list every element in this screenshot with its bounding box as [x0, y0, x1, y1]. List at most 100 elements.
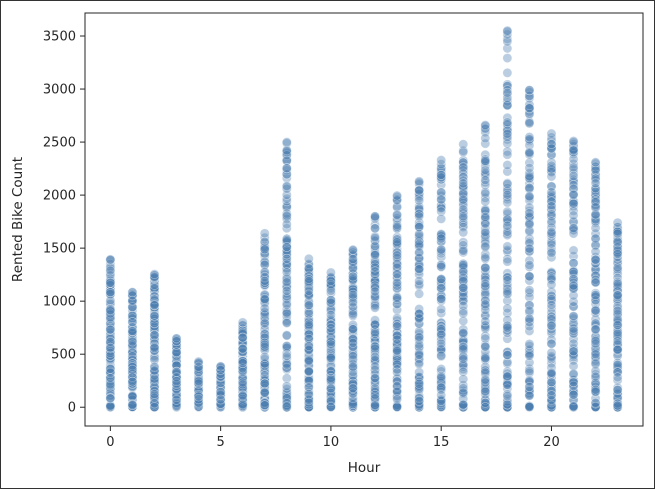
- scatter-point: [524, 163, 535, 173]
- scatter-point: [480, 316, 491, 327]
- scatter-point: [281, 299, 292, 310]
- scatter-point: [281, 351, 292, 361]
- scatter-point: [105, 373, 116, 384]
- scatter-point: [568, 210, 579, 221]
- scatter-point: [414, 349, 425, 360]
- scatter-point: [259, 400, 270, 411]
- scatter-point: [546, 128, 557, 139]
- scatter-point: [568, 245, 579, 256]
- scatter-point: [149, 370, 160, 381]
- scatter-point: [524, 260, 535, 270]
- scatter-point: [524, 339, 535, 349]
- scatter-point: [502, 275, 513, 286]
- scatter-point: [105, 393, 116, 404]
- scatter-point: [149, 381, 160, 392]
- scatter-point: [480, 211, 491, 222]
- scatter-point: [568, 136, 579, 146]
- scatter-point: [370, 211, 380, 222]
- scatter-point: [524, 285, 535, 296]
- scatter-point: [458, 227, 469, 238]
- scatter-point: [281, 181, 292, 191]
- scatter-point: [171, 343, 182, 354]
- scatter-point: [546, 248, 557, 258]
- scatter-point: [127, 339, 138, 350]
- scatter-point: [237, 358, 248, 368]
- scatter-point: [524, 148, 535, 159]
- scatter-point: [414, 308, 425, 319]
- scatter-point: [348, 324, 358, 335]
- scatter-point: [392, 250, 402, 261]
- scatter-point: [171, 379, 182, 389]
- scatter-point: [414, 195, 425, 206]
- scatter-point: [502, 256, 513, 267]
- scatter-point: [414, 176, 425, 187]
- scatter-point: [612, 262, 623, 273]
- scatter-point: [105, 363, 116, 374]
- scatter-point: [303, 355, 314, 366]
- scatter-point: [127, 391, 138, 402]
- scatter-point: [171, 333, 182, 344]
- scatter-point: [612, 290, 623, 301]
- scatter-point: [370, 327, 380, 338]
- scatter-point: [215, 394, 226, 405]
- scatter-point: [326, 374, 336, 385]
- scatter-point: [149, 294, 160, 305]
- scatter-point: [502, 286, 513, 297]
- scatter-point: [480, 299, 491, 310]
- plot-area: [84, 12, 644, 427]
- scatter-point: [502, 206, 513, 217]
- scatter-point: [348, 337, 358, 348]
- scatter-point: [568, 377, 579, 388]
- scatter-point: [149, 365, 160, 376]
- scatter-point: [458, 399, 469, 410]
- scatter-point: [436, 244, 447, 255]
- scatter-point: [281, 219, 292, 230]
- scatter-point: [392, 359, 402, 370]
- scatter-point: [149, 300, 160, 311]
- scatter-point: [370, 361, 380, 372]
- scatter-point: [612, 328, 623, 339]
- scatter-point: [480, 155, 491, 166]
- scatter-point: [303, 319, 314, 330]
- scatter-point: [127, 376, 138, 387]
- y-tick-label: 2000: [43, 189, 76, 204]
- scatter-point: [370, 302, 380, 313]
- scatter-point: [237, 332, 248, 343]
- scatter-point: [458, 245, 469, 256]
- scatter-point: [480, 175, 491, 185]
- scatter-point: [502, 303, 513, 314]
- scatter-point: [149, 330, 160, 341]
- scatter-point: [546, 320, 557, 331]
- scatter-point: [127, 364, 138, 375]
- scatter-point: [436, 372, 447, 383]
- scatter-point: [546, 216, 557, 227]
- scatter-point: [259, 352, 270, 362]
- scatter-point: [259, 294, 270, 304]
- scatter-point: [414, 359, 425, 369]
- scatter-point: [392, 394, 402, 405]
- scatter-point: [127, 287, 138, 298]
- scatter-point: [436, 233, 447, 244]
- scatter-point: [149, 373, 160, 384]
- scatter-point: [414, 395, 425, 406]
- scatter-point: [414, 211, 425, 222]
- scatter-point: [480, 120, 491, 131]
- scatter-point: [149, 283, 160, 294]
- scatter-point: [171, 347, 182, 358]
- scatter-point: [392, 277, 402, 288]
- scatter-point: [612, 305, 623, 316]
- scatter-point: [259, 387, 270, 398]
- scatter-point: [524, 183, 535, 193]
- scatter-point: [193, 378, 204, 389]
- scatter-point: [524, 132, 535, 142]
- scatter-point: [502, 390, 513, 401]
- scatter-point: [281, 401, 292, 412]
- scatter-point: [171, 394, 182, 405]
- scatter-point: [414, 264, 425, 275]
- scatter-point: [612, 228, 623, 239]
- scatter-point: [237, 399, 248, 410]
- scatter-point: [303, 253, 314, 264]
- scatter-point: [524, 382, 535, 392]
- scatter-point: [281, 210, 292, 221]
